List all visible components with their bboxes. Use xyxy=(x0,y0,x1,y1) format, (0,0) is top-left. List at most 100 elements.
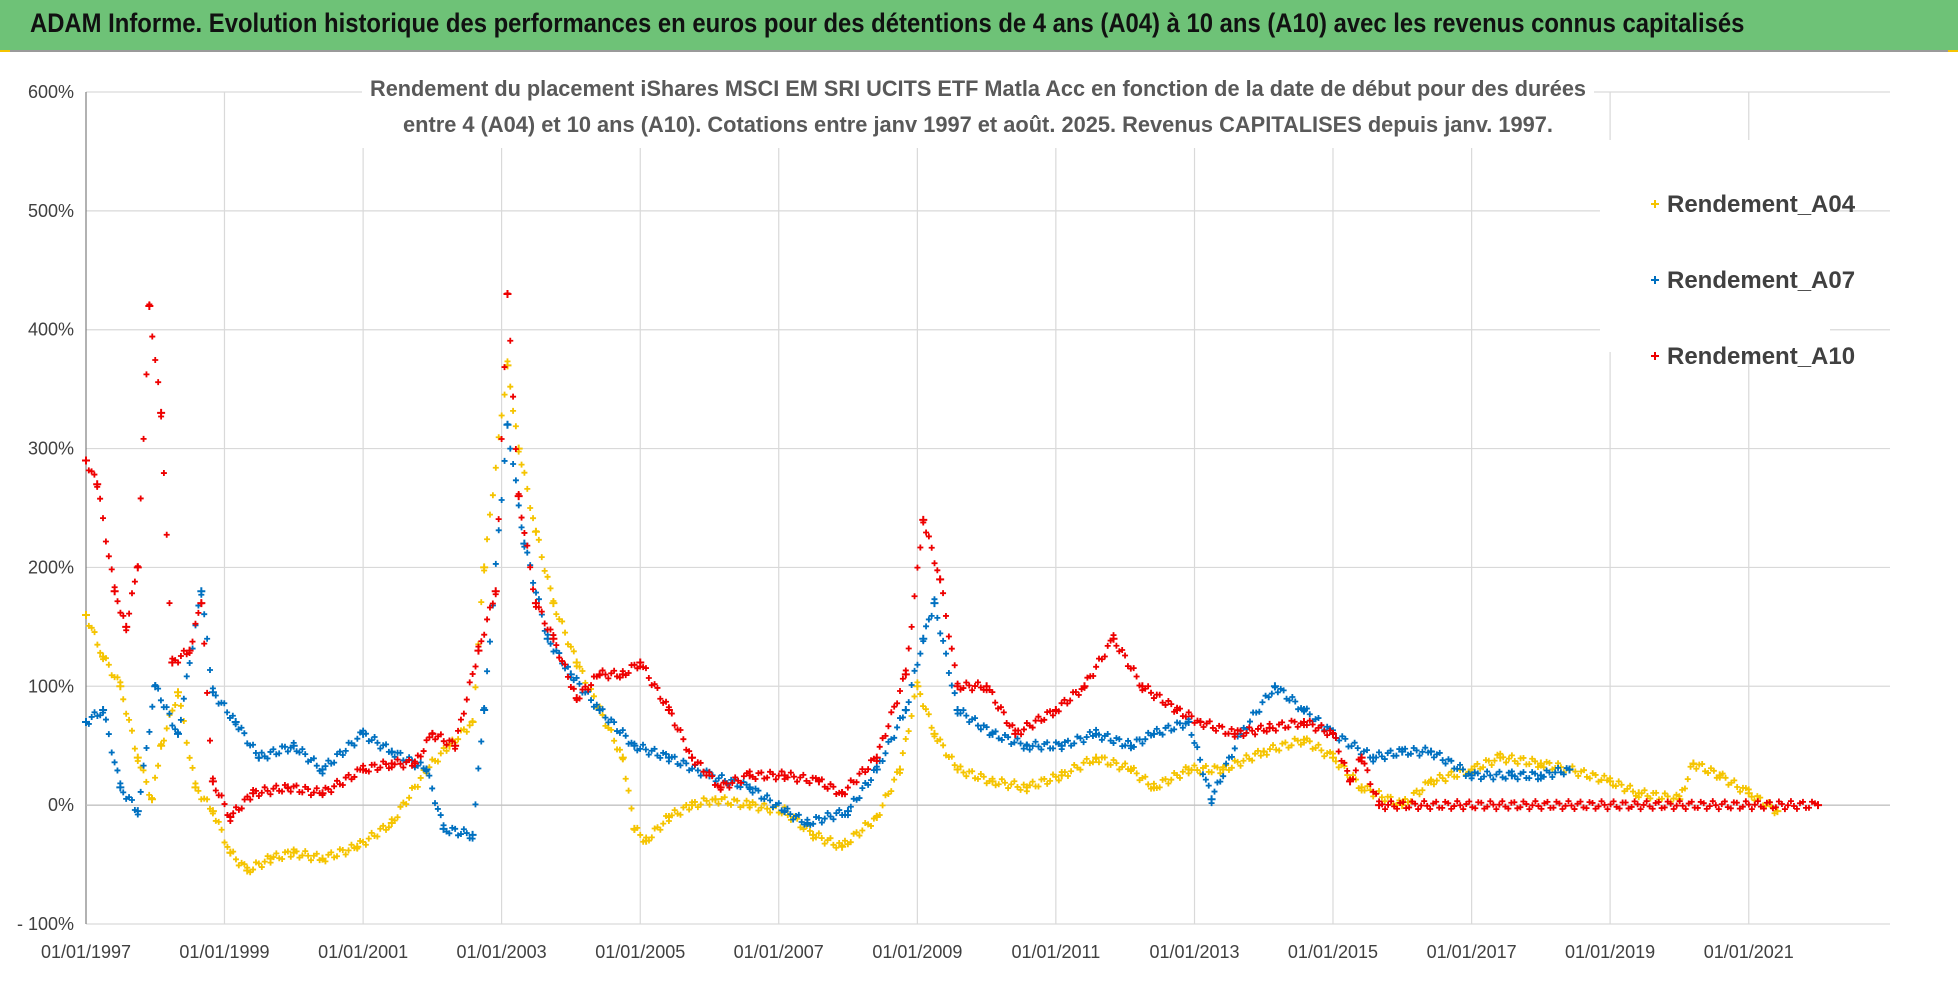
marker-fill xyxy=(1071,761,1078,768)
marker-fill xyxy=(1223,760,1230,767)
marker-fill xyxy=(1699,761,1706,768)
data-point-marker xyxy=(289,741,298,750)
marker-fill xyxy=(1496,801,1503,808)
marker-fill xyxy=(1266,746,1273,753)
data-point-marker xyxy=(1184,717,1193,726)
x-tick-label: 01/01/2019 xyxy=(1565,942,1655,962)
marker-fill xyxy=(218,826,225,833)
marker-fill xyxy=(102,538,109,545)
data-point-marker xyxy=(468,830,477,839)
marker-fill xyxy=(423,737,430,744)
marker-fill xyxy=(995,735,1002,742)
y-tick-label: 600% xyxy=(28,82,74,102)
marker-fill xyxy=(1616,805,1623,812)
marker-fill xyxy=(787,811,794,818)
marker-fill xyxy=(625,787,632,794)
data-point-marker xyxy=(226,848,235,857)
marker-fill xyxy=(1312,745,1319,752)
marker-fill xyxy=(1661,804,1668,811)
data-point-marker xyxy=(157,741,166,750)
marker-fill xyxy=(284,848,291,855)
marker-fill xyxy=(296,749,303,756)
marker-fill xyxy=(787,769,794,776)
marker-fill xyxy=(486,604,493,611)
marker-fill xyxy=(1772,804,1779,811)
marker-fill xyxy=(1378,794,1385,801)
marker-fill xyxy=(238,724,245,731)
marker-fill xyxy=(1259,699,1266,706)
marker-fill xyxy=(749,789,756,796)
marker-fill xyxy=(1209,724,1216,731)
data-point-marker xyxy=(122,622,131,631)
marker-fill xyxy=(1652,800,1659,807)
marker-fill xyxy=(143,778,150,785)
marker-fill xyxy=(1556,800,1563,807)
marker-fill xyxy=(628,805,635,812)
marker-fill xyxy=(186,754,193,761)
marker-fill xyxy=(255,860,262,867)
marker-fill xyxy=(922,706,929,713)
marker-fill xyxy=(1733,799,1740,806)
marker-fill xyxy=(868,822,875,829)
marker-fill xyxy=(1715,806,1722,813)
marker-fill xyxy=(1684,776,1691,783)
marker-fill xyxy=(1734,783,1741,790)
marker-fill xyxy=(478,638,485,645)
marker-fill xyxy=(397,760,404,767)
data-point-marker xyxy=(1080,682,1089,691)
marker-fill xyxy=(1321,753,1328,760)
marker-fill xyxy=(1107,761,1114,768)
marker-fill xyxy=(1718,801,1725,808)
marker-fill xyxy=(140,762,147,769)
marker-fill xyxy=(195,609,202,616)
marker-fill xyxy=(1508,752,1515,759)
data-point-marker xyxy=(1773,807,1782,816)
marker-fill xyxy=(495,527,502,534)
y-tick-label: - 100% xyxy=(17,914,74,934)
marker-fill xyxy=(305,852,312,859)
marker-fill xyxy=(1487,772,1494,779)
marker-fill xyxy=(434,758,441,765)
marker-fill xyxy=(1291,735,1298,742)
marker-fill xyxy=(882,732,889,739)
marker-fill xyxy=(1200,724,1207,731)
marker-fill xyxy=(339,782,346,789)
data-point-marker xyxy=(359,729,368,738)
marker-fill xyxy=(1552,769,1559,776)
marker-fill xyxy=(570,648,577,655)
marker-fill xyxy=(1014,735,1021,742)
marker-fill xyxy=(764,774,771,781)
data-point-marker xyxy=(1011,729,1020,738)
marker-fill xyxy=(1246,718,1253,725)
marker-fill xyxy=(466,679,473,686)
data-point-marker xyxy=(1092,753,1101,762)
marker-fill xyxy=(1574,800,1581,807)
marker-fill xyxy=(1505,805,1512,812)
marker-fill xyxy=(1367,781,1374,788)
marker-fill xyxy=(281,743,288,750)
marker-fill xyxy=(1640,801,1647,808)
marker-fill xyxy=(1416,752,1423,759)
marker-fill xyxy=(1520,754,1527,761)
data-point-marker xyxy=(243,866,252,875)
marker-fill xyxy=(1433,798,1440,805)
marker-fill xyxy=(732,774,739,781)
marker-fill xyxy=(637,745,644,752)
data-point-marker xyxy=(745,783,754,792)
marker-fill xyxy=(622,775,629,782)
data-point-marker xyxy=(468,717,477,726)
marker-fill xyxy=(1240,733,1247,740)
data-point-marker xyxy=(895,765,904,774)
marker-fill xyxy=(1505,755,1512,762)
marker-fill xyxy=(224,843,231,850)
marker-fill xyxy=(406,756,413,763)
marker-fill xyxy=(452,825,459,832)
marker-fill xyxy=(1083,755,1090,762)
marker-fill xyxy=(336,748,343,755)
marker-fill xyxy=(1748,806,1755,813)
marker-fill xyxy=(1214,764,1221,771)
marker-fill xyxy=(1294,737,1301,744)
y-tick-label: 100% xyxy=(28,676,74,696)
marker-fill xyxy=(790,773,797,780)
marker-fill xyxy=(1113,760,1120,767)
